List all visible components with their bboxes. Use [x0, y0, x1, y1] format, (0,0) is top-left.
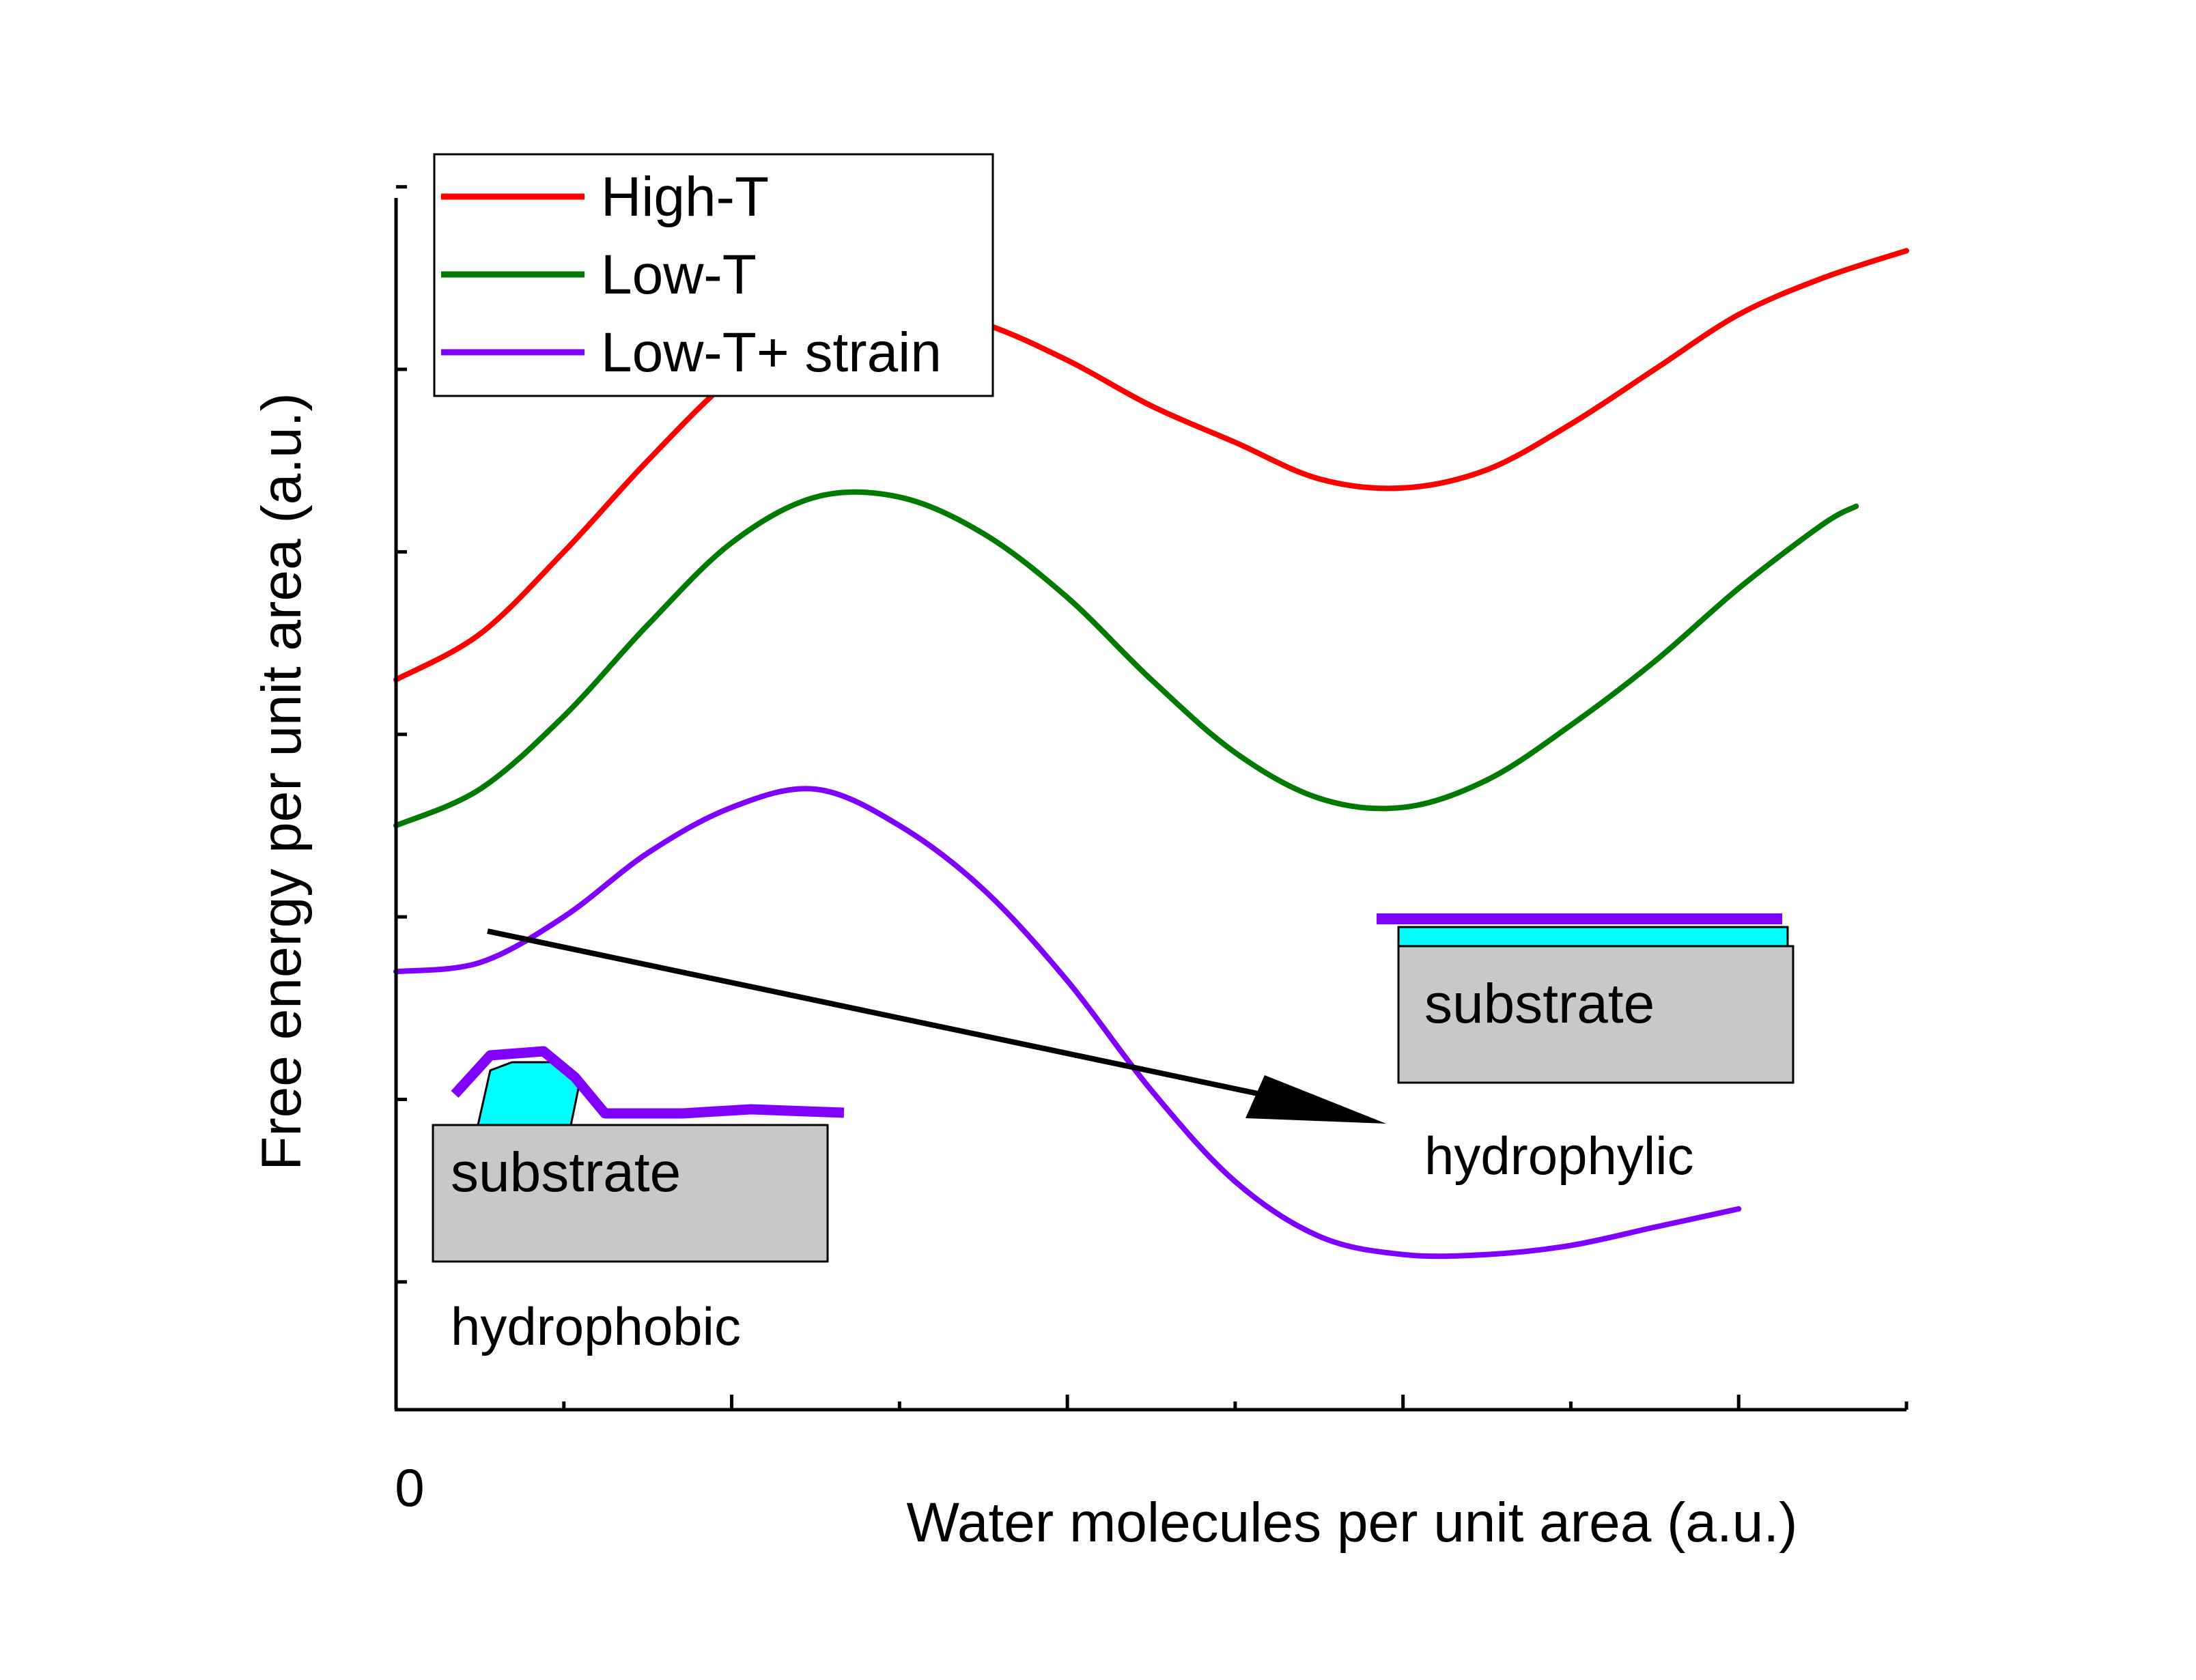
x-tick-label-0: 0: [395, 1457, 424, 1518]
left-substrate-label: substrate: [451, 1141, 681, 1204]
left-substrate-block: [432, 1124, 829, 1263]
arrow-shaft: [487, 928, 1284, 1102]
series-layer: [393, 248, 1909, 1259]
left-inset-caption: hydrophobic: [451, 1296, 741, 1356]
left-strain-film: [451, 1046, 845, 1119]
arrow-head: [1245, 1075, 1386, 1124]
x-axis-ticks: [562, 1395, 1909, 1410]
right-substrate-block: [1397, 945, 1794, 1084]
transition-arrow: [487, 928, 1386, 1124]
right-inset: substrate hydrophylic: [1377, 913, 1794, 1186]
left-inset: substrate hydrophobic: [432, 1046, 845, 1356]
legend-label-low-t: Low-T: [601, 244, 757, 306]
legend-label-high-t: High-T: [601, 166, 769, 228]
series-line-low-t: [393, 489, 1859, 829]
series-line-low-t-strain: [393, 786, 1742, 1259]
x-axis-label: Water molecules per unit area (a.u.): [907, 1492, 1798, 1554]
series-line-high-t: [393, 248, 1909, 683]
right-substrate-label: substrate: [1424, 973, 1655, 1035]
y-axis-label: Free energy per unit area (a.u.): [251, 393, 313, 1170]
right-inset-caption: hydrophylic: [1424, 1126, 1694, 1186]
legend-label-low-t-strain: Low-T+ strain: [601, 322, 942, 384]
y-axis-ticks: [396, 185, 407, 1284]
legend: High-T Low-T Low-T+ strain: [433, 153, 994, 397]
right-water-layer: [1397, 926, 1789, 948]
